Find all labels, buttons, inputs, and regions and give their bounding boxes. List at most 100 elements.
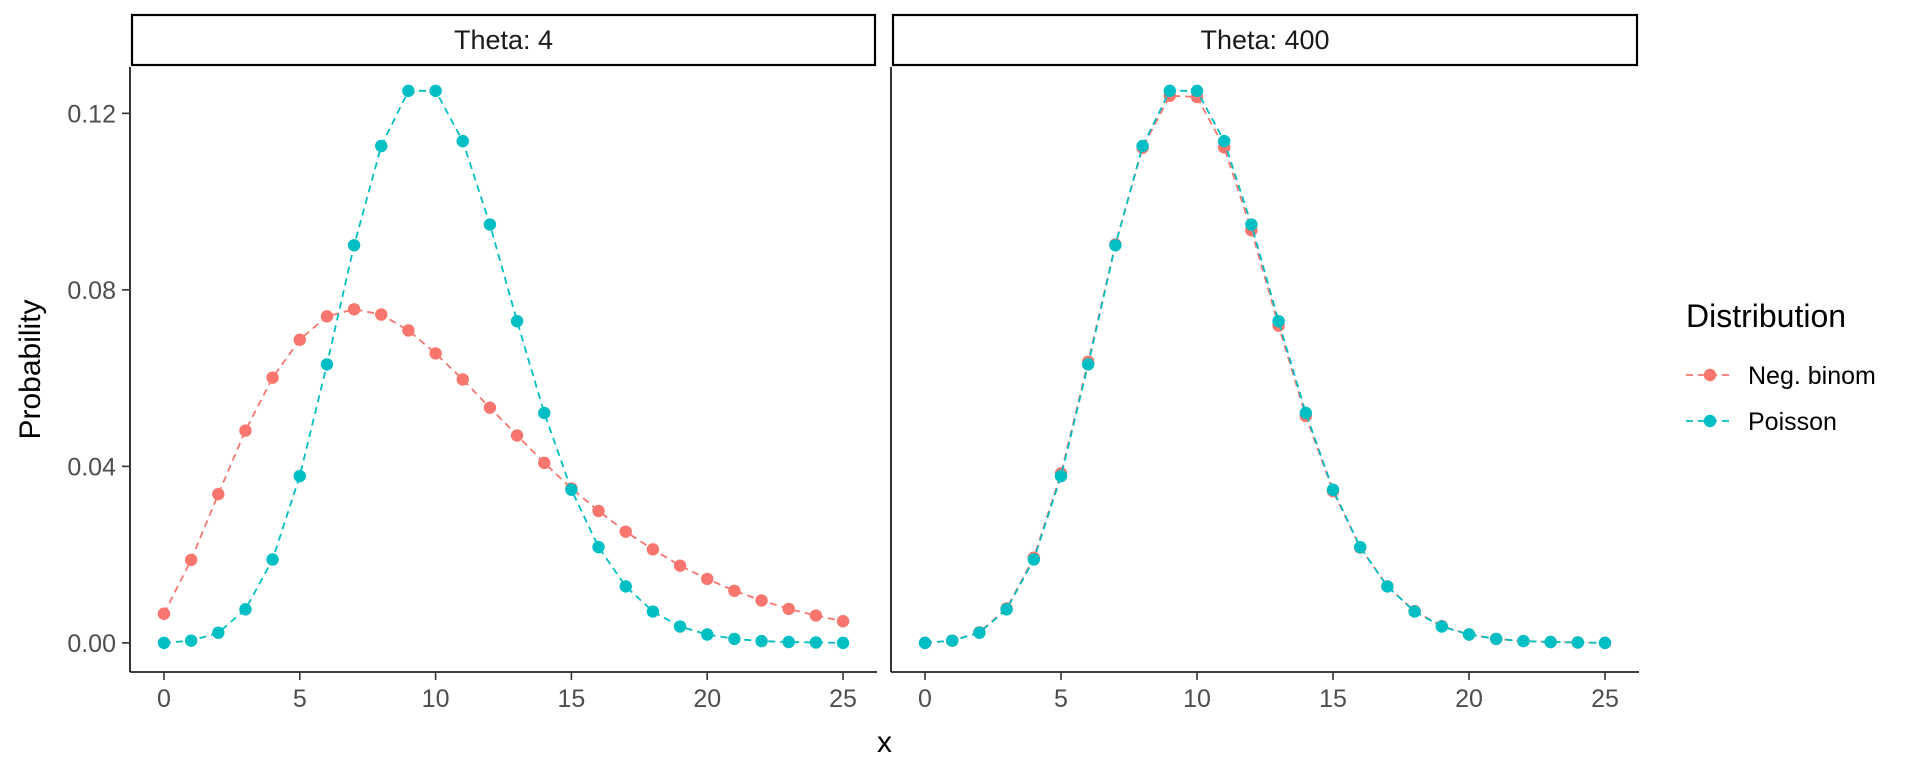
- panel-1: Theta: 4 0 5 10 15 20 25 0.00 0.04 0.08 0.12: [67, 13, 877, 713]
- x-tick-label: 5: [293, 685, 307, 713]
- data-point: [510, 314, 524, 328]
- data-point: [483, 218, 497, 231]
- x-tick-label: 5: [1054, 685, 1068, 713]
- data-point: [1109, 239, 1122, 252]
- legend-entries: Neg. binom Poisson: [1686, 362, 1876, 436]
- data-point: [1163, 84, 1177, 98]
- data-point: [402, 324, 415, 337]
- series-line: [163, 89, 844, 644]
- panels-layer: Theta: 40 5 10 15 20 250.000.040.080.12Theta:…: [67, 13, 1639, 713]
- x-tick-label: 20: [693, 685, 721, 713]
- series-line: [163, 308, 844, 623]
- data-point: [212, 487, 225, 501]
- data-point: [1054, 469, 1068, 483]
- y-tick-label: 0.08: [67, 277, 116, 305]
- data-point: [1245, 218, 1258, 231]
- strip-label: Theta: 4: [454, 25, 553, 55]
- data-point: [1435, 620, 1449, 633]
- data-point: [646, 543, 660, 556]
- data-point: [375, 139, 388, 153]
- x-tick-label: 10: [1183, 685, 1211, 713]
- data-point: [429, 347, 442, 360]
- data-point: [157, 636, 171, 650]
- x-tick-label: 25: [829, 685, 857, 713]
- data-point: [293, 469, 306, 483]
- strip-box: [891, 13, 1639, 67]
- x-tick-label: 20: [1455, 685, 1483, 713]
- series-neg-binom: [157, 303, 850, 628]
- data-point: [320, 358, 334, 371]
- data-point: [836, 636, 850, 650]
- data-point: [1490, 632, 1503, 646]
- data-point: [646, 605, 660, 618]
- series-poisson: [918, 84, 1612, 650]
- data-point: [212, 626, 225, 639]
- y-tick-label: 0.12: [67, 100, 116, 128]
- data-point: [456, 134, 469, 148]
- data-point: [565, 483, 578, 496]
- data-point: [1272, 314, 1285, 328]
- data-point: [157, 607, 171, 620]
- legend-key-point: [1703, 414, 1717, 428]
- data-point: [1082, 358, 1095, 371]
- legend-entry: Neg. binom: [1686, 362, 1876, 390]
- data-point: [592, 540, 605, 554]
- data-point: [1598, 636, 1612, 650]
- data-point: [347, 239, 361, 252]
- data-point: [375, 308, 388, 321]
- data-point: [1000, 603, 1013, 616]
- legend-key-point: [1703, 368, 1717, 382]
- data-point: [538, 456, 551, 470]
- data-point: [592, 504, 605, 518]
- data-point: [1299, 406, 1313, 420]
- strip-label: Theta: 400: [1200, 25, 1329, 55]
- data-point: [673, 620, 687, 633]
- legend-entry: Poisson: [1686, 408, 1837, 436]
- data-point: [184, 553, 198, 567]
- data-point: [1408, 605, 1421, 618]
- y-tick-label: 0.04: [67, 453, 116, 481]
- data-point: [1027, 553, 1041, 566]
- x-tick-label: 10: [422, 685, 450, 713]
- data-point: [266, 553, 279, 566]
- data-point: [1326, 483, 1340, 496]
- series-poisson: [157, 84, 850, 650]
- panel-2: Theta: 400 0 5 10 15 20 25: [890, 13, 1639, 713]
- data-point: [1462, 628, 1476, 641]
- series-line: [924, 89, 1606, 644]
- data-point: [728, 584, 741, 598]
- data-point: [456, 373, 469, 386]
- data-point: [701, 628, 714, 641]
- data-point: [836, 615, 850, 628]
- x-axis-title: x: [877, 726, 892, 759]
- data-point: [510, 429, 524, 442]
- data-point: [946, 634, 959, 647]
- data-point: [809, 609, 823, 622]
- x-tick-label: 0: [157, 685, 171, 713]
- data-point: [701, 572, 714, 586]
- x-tick-label: 15: [558, 685, 586, 713]
- data-point: [918, 636, 932, 650]
- x-tick-label: 0: [918, 685, 932, 713]
- data-point: [973, 626, 986, 639]
- data-point: [538, 406, 551, 420]
- data-point: [293, 333, 306, 346]
- legend: Distribution Neg. binom Poisson: [1686, 298, 1876, 436]
- data-point: [619, 580, 632, 593]
- data-point: [782, 635, 795, 649]
- data-point: [755, 594, 768, 607]
- legend-label: Neg. binom: [1748, 362, 1876, 390]
- data-point: [619, 525, 632, 538]
- data-point: [239, 603, 252, 616]
- data-point: [1517, 634, 1530, 648]
- data-point: [1190, 84, 1204, 98]
- legend-title: Distribution: [1686, 298, 1846, 334]
- axis-titles: x Probability: [14, 299, 892, 759]
- data-point: [782, 602, 795, 616]
- data-point: [755, 634, 768, 648]
- data-point: [1381, 580, 1394, 593]
- data-point: [1218, 134, 1231, 148]
- y-tick-label: 0.00: [67, 630, 116, 658]
- series-neg-binom: [918, 89, 1612, 650]
